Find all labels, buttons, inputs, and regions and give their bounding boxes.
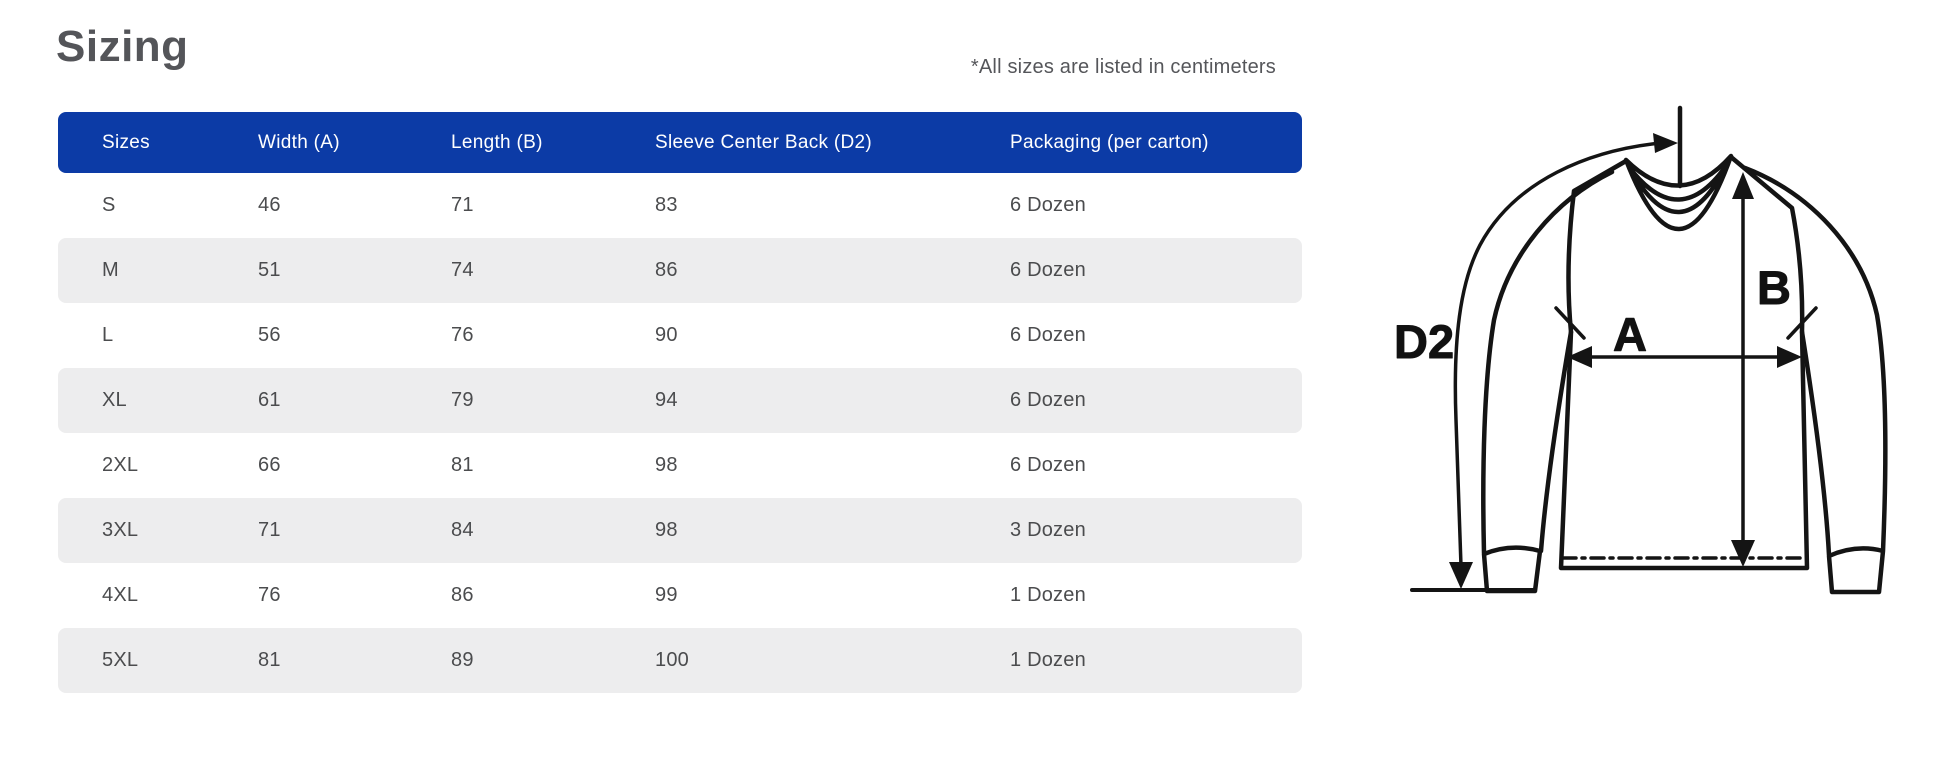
- sleeve-cell: 86: [655, 259, 678, 281]
- table-row: 4XL 76 86 99 1 Dozen: [58, 563, 1302, 628]
- size-cell: 2XL: [102, 454, 139, 476]
- column-header-packaging: Packaging (per carton): [1010, 131, 1209, 153]
- length-cell: 84: [451, 519, 474, 541]
- packaging-cell: 3 Dozen: [1010, 519, 1086, 541]
- sleeve-cell: 83: [655, 194, 678, 216]
- table-row: 5XL 81 89 100 1 Dozen: [58, 628, 1302, 693]
- sleeve-cell: 99: [655, 584, 678, 606]
- sleeve-cell: 98: [655, 454, 678, 476]
- units-note: *All sizes are listed in centimeters: [970, 56, 1276, 78]
- width-cell: 56: [258, 324, 281, 346]
- size-cell: M: [102, 259, 119, 281]
- size-cell: XL: [102, 389, 127, 411]
- length-cell: 74: [451, 259, 474, 281]
- sleeve-cell: 100: [655, 649, 689, 671]
- width-cell: 61: [258, 389, 281, 411]
- width-cell: 51: [258, 259, 281, 281]
- page-title: Sizing: [56, 22, 189, 71]
- armpit-ticks: [1554, 306, 1818, 340]
- packaging-cell: 6 Dozen: [1010, 389, 1086, 411]
- length-cell: 71: [451, 194, 474, 216]
- label-length-b: B: [1757, 261, 1791, 314]
- packaging-cell: 6 Dozen: [1010, 454, 1086, 476]
- column-header-sleeve: Sleeve Center Back (D2): [655, 131, 873, 153]
- column-header-width: Width (A): [258, 131, 340, 153]
- arrowhead-left: [1567, 346, 1592, 368]
- sleeve-measure-line: [1453, 141, 1663, 568]
- table-row: L 56 76 90 6 Dozen: [58, 303, 1302, 368]
- length-cell: 79: [451, 389, 474, 411]
- garment-measurement-diagram: D2 A B: [1390, 20, 1946, 630]
- column-header-length: Length (B): [451, 131, 543, 153]
- packaging-cell: 1 Dozen: [1010, 649, 1086, 671]
- arrowhead-right: [1653, 133, 1678, 153]
- table-row: XL 61 79 94 6 Dozen: [58, 368, 1302, 433]
- arrowhead-right: [1777, 346, 1802, 368]
- width-cell: 46: [258, 194, 281, 216]
- width-cell: 81: [258, 649, 281, 671]
- packaging-cell: 6 Dozen: [1010, 194, 1086, 216]
- sleeve-cell: 94: [655, 389, 678, 411]
- size-cell: 4XL: [102, 584, 139, 606]
- column-header-sizes: Sizes: [102, 131, 150, 153]
- length-cell: 76: [451, 324, 474, 346]
- width-cell: 66: [258, 454, 281, 476]
- length-cell: 89: [451, 649, 474, 671]
- sleeve-cell: 98: [655, 519, 678, 541]
- right-sleeve-outline: [1742, 165, 1888, 595]
- packaging-cell: 6 Dozen: [1010, 324, 1086, 346]
- packaging-cell: 1 Dozen: [1010, 584, 1086, 606]
- label-sleeve-d2: D2: [1394, 315, 1454, 368]
- table-row: 2XL 66 81 98 6 Dozen: [58, 433, 1302, 498]
- garment-diagram-icon: D2 A B: [1394, 105, 1888, 595]
- collar-lines: [1623, 105, 1734, 232]
- table-row: 3XL 71 84 98 3 Dozen: [58, 498, 1302, 563]
- arrowhead-down: [1449, 562, 1473, 589]
- length-cell: 81: [451, 454, 474, 476]
- length-cell: 86: [451, 584, 474, 606]
- table-row: M 51 74 86 6 Dozen: [58, 238, 1302, 303]
- table-header-row: Sizes Width (A) Length (B) Sleeve Center…: [58, 112, 1302, 173]
- size-cell: S: [102, 194, 116, 216]
- sleeve-cell: 90: [655, 324, 678, 346]
- size-cell: 3XL: [102, 519, 139, 541]
- width-cell: 76: [258, 584, 281, 606]
- width-cell: 71: [258, 519, 281, 541]
- arrowhead-up: [1732, 172, 1754, 199]
- size-cell: L: [102, 324, 114, 346]
- table-row: S 46 71 83 6 Dozen: [58, 173, 1302, 238]
- left-sleeve-outline: [1481, 169, 1615, 594]
- size-cell: 5XL: [102, 649, 139, 671]
- arrowhead-down: [1731, 540, 1755, 567]
- sizing-table: Sizes Width (A) Length (B) Sleeve Center…: [58, 112, 1302, 693]
- body-outline: [1558, 154, 1810, 571]
- label-width-a: A: [1613, 308, 1647, 361]
- packaging-cell: 6 Dozen: [1010, 259, 1086, 281]
